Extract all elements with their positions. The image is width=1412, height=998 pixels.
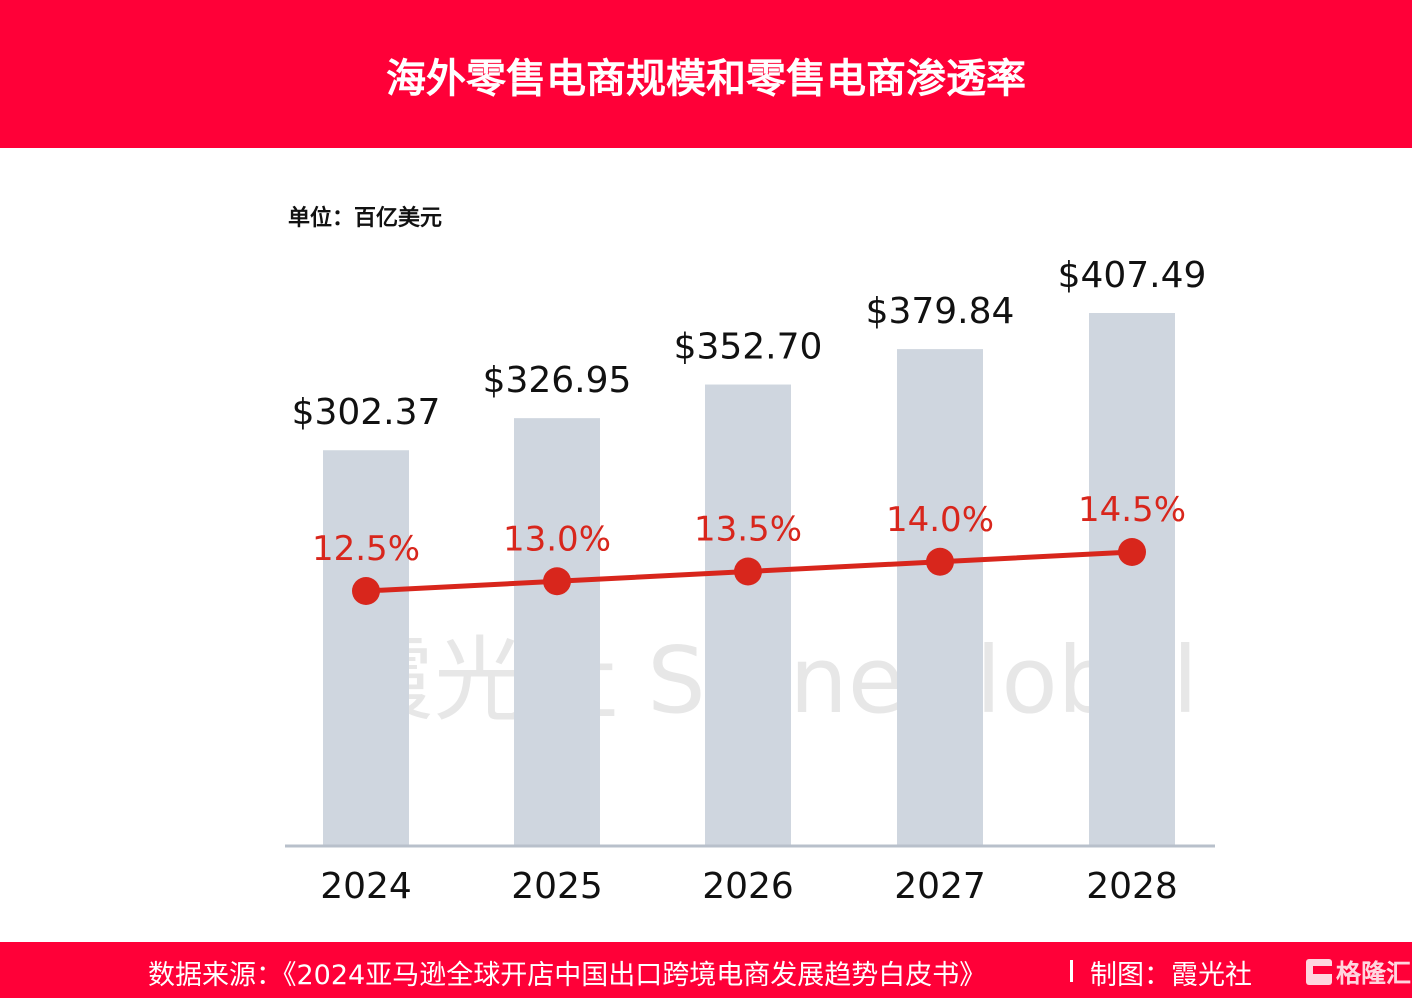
footer: 数据来源：《2024亚马逊全球开店中国出口跨境电商发展趋势白皮书》 制图：霞光社…	[0, 942, 1412, 998]
chart: 霞光社 ShineGlobal $302.372024$326.952025$3…	[285, 255, 1215, 907]
bar-value-label: $352.70	[674, 327, 823, 368]
separator	[1070, 960, 1073, 982]
line-value-label: 12.5%	[312, 529, 420, 569]
logo-icon	[1306, 959, 1332, 985]
chart-title: 海外零售电商规模和零售电商渗透率	[386, 56, 1026, 102]
line-value-label: 13.5%	[694, 510, 802, 550]
bar-2027	[897, 349, 983, 845]
bar-2028	[1089, 313, 1175, 845]
bar-2025	[514, 418, 600, 845]
line-value-label: 14.0%	[886, 500, 994, 540]
line-point-2028	[1118, 538, 1146, 566]
gelonghui-logo: 格隆汇	[1306, 954, 1411, 990]
line-value-label: 13.0%	[503, 519, 611, 559]
line-point-2024	[352, 577, 380, 605]
header-banner: 海外零售电商规模和零售电商渗透率	[0, 0, 1412, 148]
line-point-2025	[543, 567, 571, 596]
source-text: 数据来源：《2024亚马逊全球开店中国出口跨境电商发展趋势白皮书》	[148, 960, 987, 991]
line-point-2026	[734, 557, 762, 586]
x-tick-label: 2025	[511, 866, 603, 907]
x-tick-label: 2024	[320, 866, 412, 907]
line-point-2027	[926, 547, 954, 576]
credit-text: 制图：霞光社	[1090, 960, 1252, 991]
logo-text: 格隆汇	[1336, 959, 1412, 988]
bar-value-label: $407.49	[1058, 255, 1207, 296]
bar-value-label: $302.37	[292, 392, 441, 433]
bar-value-label: $379.84	[866, 291, 1015, 332]
bar-value-label: $326.95	[483, 360, 632, 401]
unit-label: 单位：百亿美元	[288, 206, 443, 231]
bar-2026	[705, 384, 791, 845]
x-tick-label: 2028	[1086, 866, 1178, 907]
x-tick-label: 2027	[894, 866, 986, 907]
x-tick-label: 2026	[702, 866, 794, 907]
bar-2024	[323, 450, 409, 845]
line-value-label: 14.5%	[1078, 490, 1186, 530]
